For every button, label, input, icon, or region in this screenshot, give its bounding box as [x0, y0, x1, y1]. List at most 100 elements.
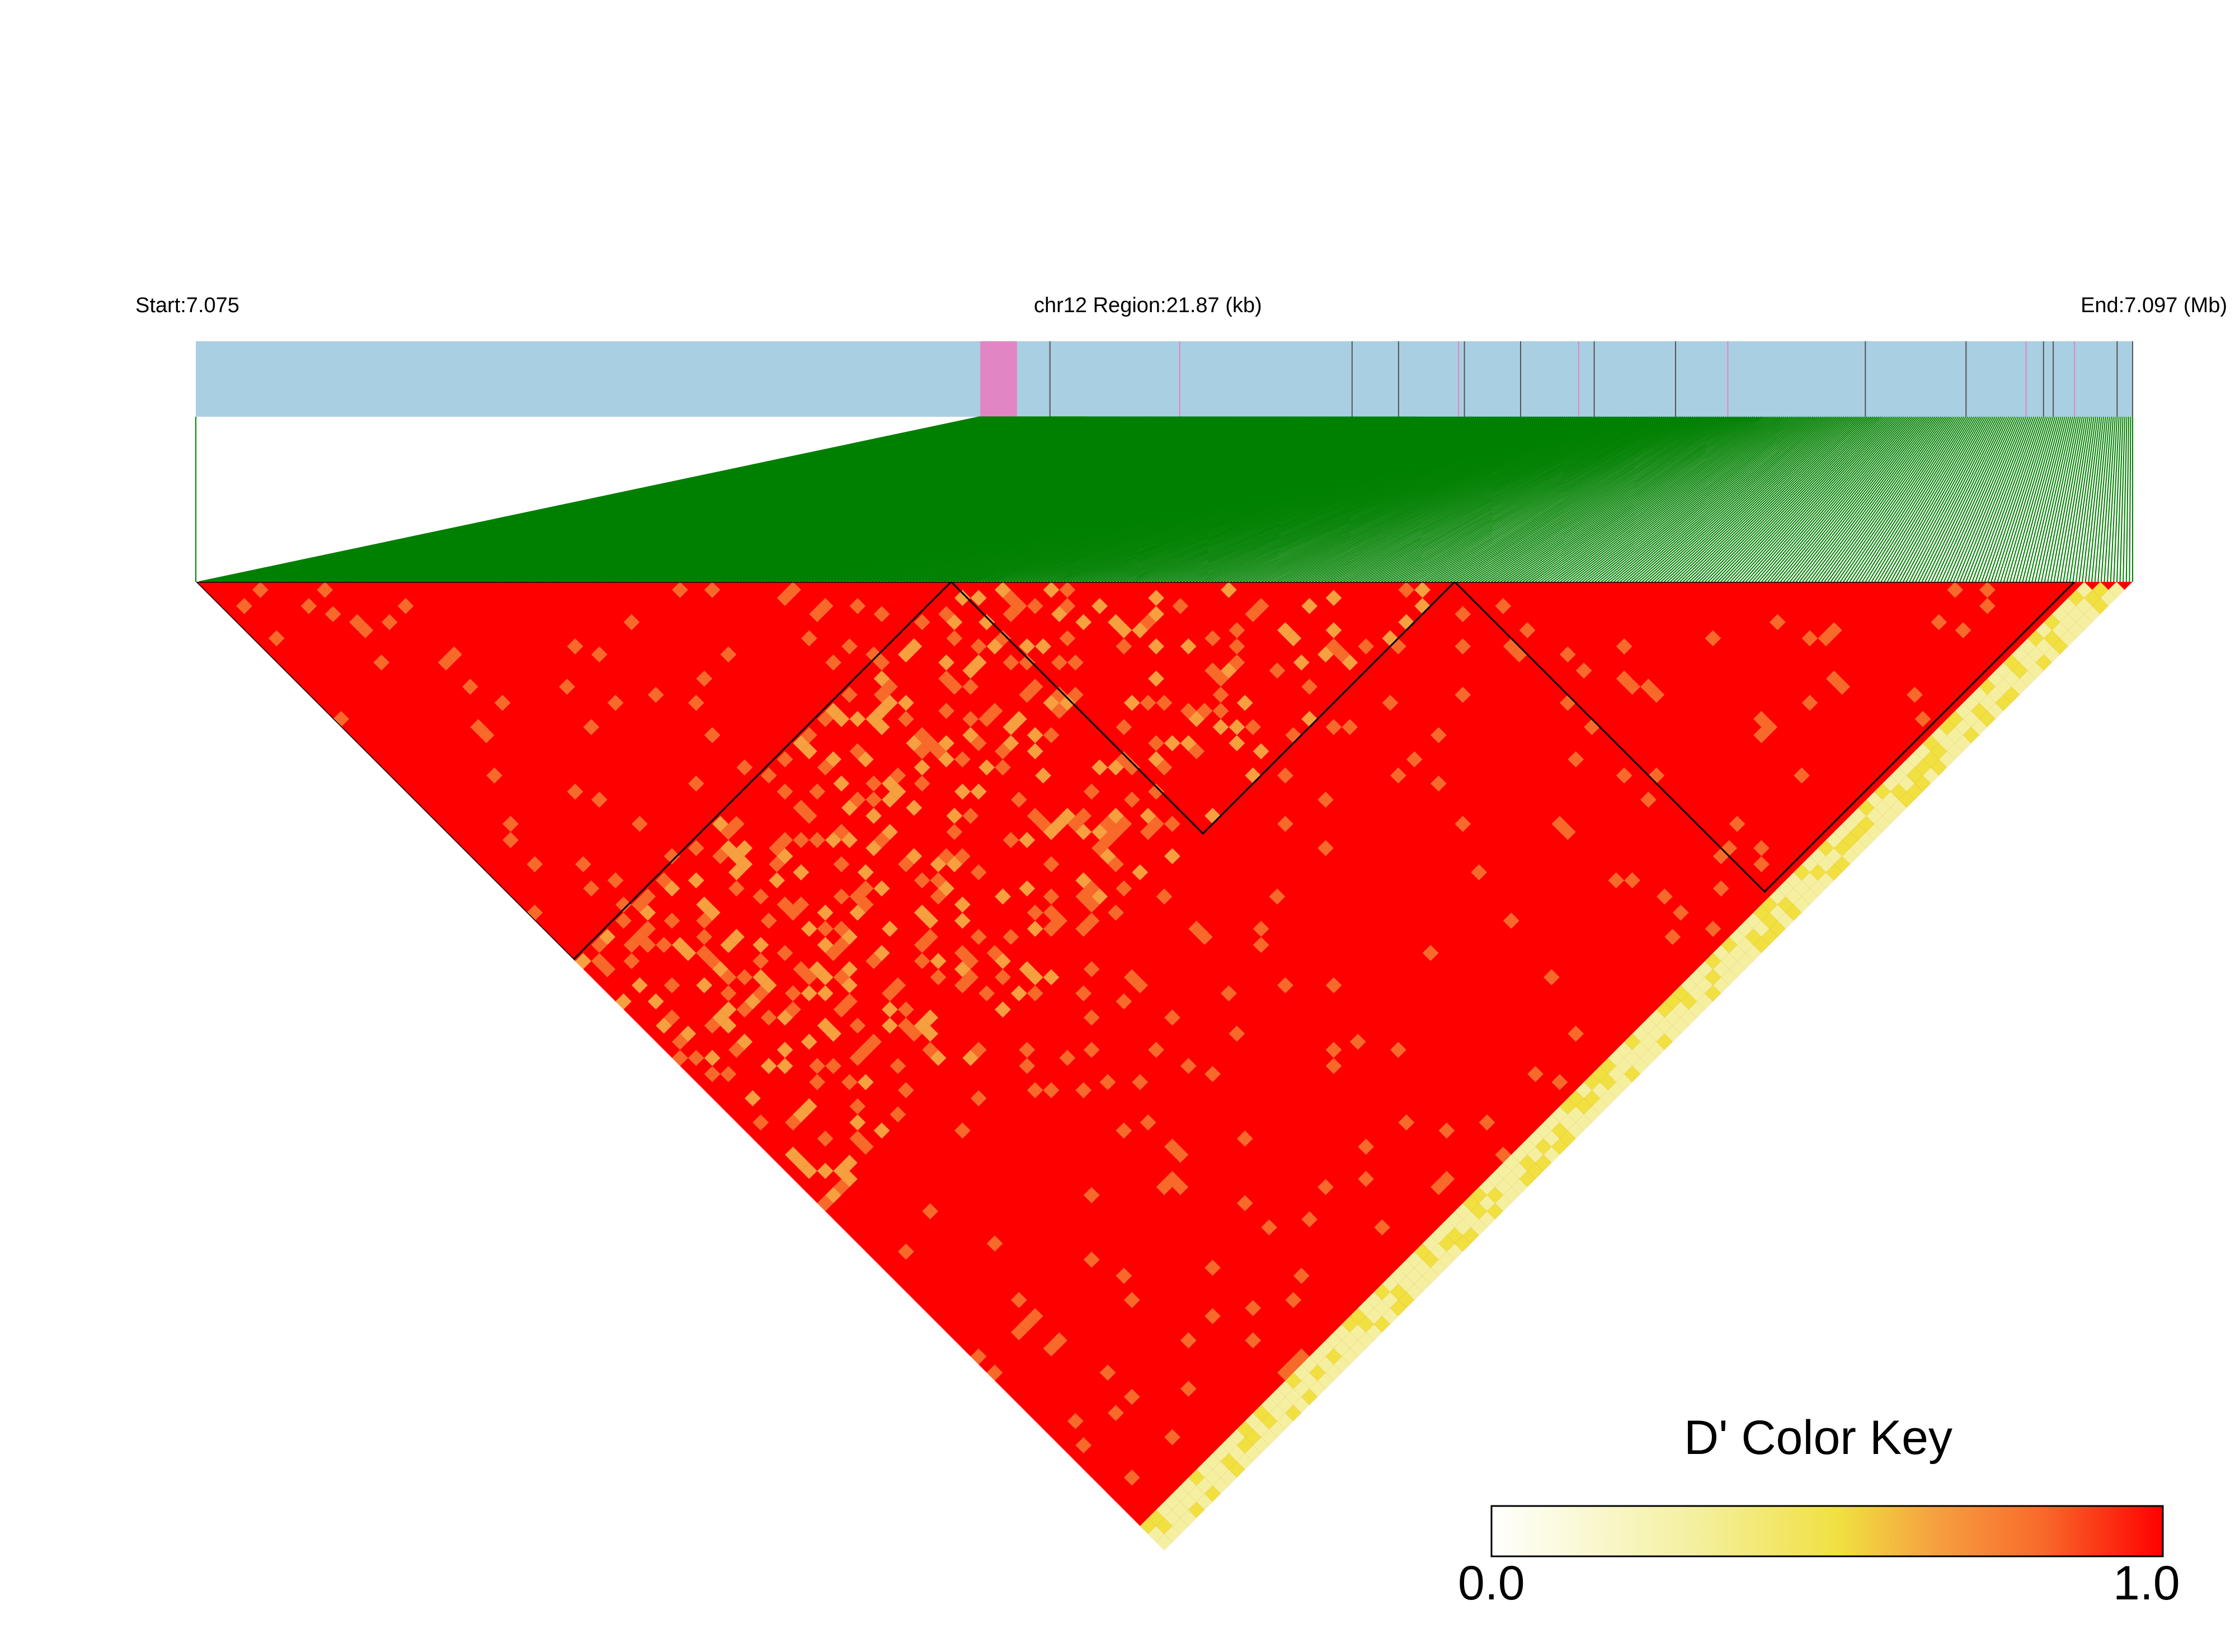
ld-cell: [1422, 1268, 1439, 1284]
ld-cell: [1229, 1025, 1245, 1042]
ld-cell: [664, 880, 680, 897]
ld-cell: [954, 783, 971, 800]
ld-cell: [890, 783, 906, 800]
connector-line-161: [702, 416, 1252, 582]
ld-cell: [510, 792, 527, 808]
connector-line-402: [1459, 416, 1719, 582]
ld-cell: [1245, 606, 1262, 623]
connector-line-209: [853, 416, 1345, 582]
connector-line-265: [1028, 416, 1453, 582]
connector-line-196: [812, 416, 1320, 582]
ld-cell: [1559, 710, 1576, 727]
ld-cell: [801, 969, 817, 986]
ld-cell: [486, 767, 503, 784]
connector-line-523: [1839, 416, 1953, 582]
ld-cell: [704, 582, 721, 598]
ld-cell: [1640, 792, 1657, 808]
ld-cell: [1212, 703, 1229, 719]
connector-line-198: [818, 416, 1324, 582]
ld-cell: [1196, 1235, 1213, 1252]
ld-cell: [1495, 597, 1512, 614]
ld-cell: [664, 1009, 680, 1026]
ld-cell: [1229, 638, 1245, 655]
connector-line-267: [1035, 416, 1457, 582]
connector-line-132: [610, 416, 1196, 582]
ld-cell: [1212, 1009, 1229, 1026]
ld-cell: [1083, 880, 1100, 897]
ld-cell: [1801, 872, 1818, 889]
connector-line-564: [1968, 416, 2032, 582]
ld-cell: [1640, 1049, 1657, 1066]
ld-cell: [857, 1042, 874, 1058]
ld-cell: [857, 880, 874, 897]
connector-line-345: [1280, 416, 1608, 582]
ld-cell: [1204, 630, 1221, 647]
connector-line-218: [881, 416, 1362, 582]
connector-line-310: [1170, 416, 1541, 582]
connector-line-234: [931, 416, 1393, 582]
ld-cell: [236, 597, 252, 614]
ld-cell: [2003, 670, 2020, 687]
ld-cell: [1761, 719, 1778, 736]
connector-line-400: [1453, 416, 1715, 582]
ld-cell: [1123, 792, 1140, 808]
connector-line-366: [1346, 416, 1649, 582]
connector-line-230: [919, 416, 1386, 582]
ld-cell: [785, 582, 801, 598]
connector-line-226: [906, 416, 1378, 582]
connector-line-434: [1560, 416, 1781, 582]
connector-line-432: [1554, 416, 1777, 582]
ld-cell: [2052, 638, 2068, 655]
ld-cell: [1503, 1171, 1519, 1187]
connector-line-544: [1905, 416, 1994, 582]
ld-cell: [914, 759, 930, 776]
connector-line-488: [1729, 416, 1885, 582]
connector-line-595: [2065, 416, 2093, 582]
connector-line-327: [1224, 416, 1573, 582]
ld-cell: [1132, 864, 1149, 881]
ld-cell: [1180, 638, 1197, 655]
ld-cell: [1212, 1461, 1229, 1478]
ld-cell: [970, 638, 987, 655]
ld-cell: [841, 929, 858, 945]
connector-line-203: [834, 416, 1333, 582]
ld-cell: [841, 977, 858, 994]
ld-cell: [752, 953, 769, 969]
ld-cell: [1123, 1389, 1140, 1405]
ld-cell: [793, 864, 810, 881]
connector-line-385: [1406, 416, 1686, 582]
connector-line-271: [1047, 416, 1465, 582]
ld-cell: [793, 961, 810, 977]
ld-cell: [882, 679, 898, 695]
connector-line-334: [1245, 416, 1587, 582]
ld-cell: [1172, 1146, 1189, 1163]
ld-cell: [623, 953, 640, 969]
ld-cell: [1495, 969, 1512, 986]
connector-line-612: [2119, 416, 2126, 582]
ld-cell: [1947, 710, 1964, 727]
ld-cell: [1922, 735, 1939, 751]
ld-cell: [970, 1042, 987, 1058]
ld-cell: [1099, 1364, 1116, 1381]
ld-cell: [1075, 823, 1092, 840]
connector-line-487: [1726, 416, 1884, 582]
ld-cell: [1455, 606, 1471, 623]
ld-cell: [1374, 1219, 1390, 1236]
ld-cell: [986, 1235, 1003, 1252]
ld-cell: [1414, 1259, 1431, 1276]
ld-cell: [1043, 920, 1060, 937]
ld-cell: [1753, 727, 1770, 743]
ld-cell: [252, 582, 269, 598]
connector-line-381: [1393, 416, 1678, 582]
ld-cell: [897, 1082, 914, 1099]
ld-cell: [962, 662, 979, 679]
connector-line-289: [1104, 416, 1500, 582]
connector-line-119: [570, 416, 1170, 582]
ld-cell: [833, 597, 850, 614]
ld-cell: [1325, 1364, 1342, 1381]
ld-cell: [704, 1066, 721, 1082]
ld-cell: [1825, 670, 1842, 687]
ld-cell: [1027, 1082, 1043, 1099]
ld-cell: [825, 654, 841, 671]
ld-cell: [1664, 993, 1681, 1010]
